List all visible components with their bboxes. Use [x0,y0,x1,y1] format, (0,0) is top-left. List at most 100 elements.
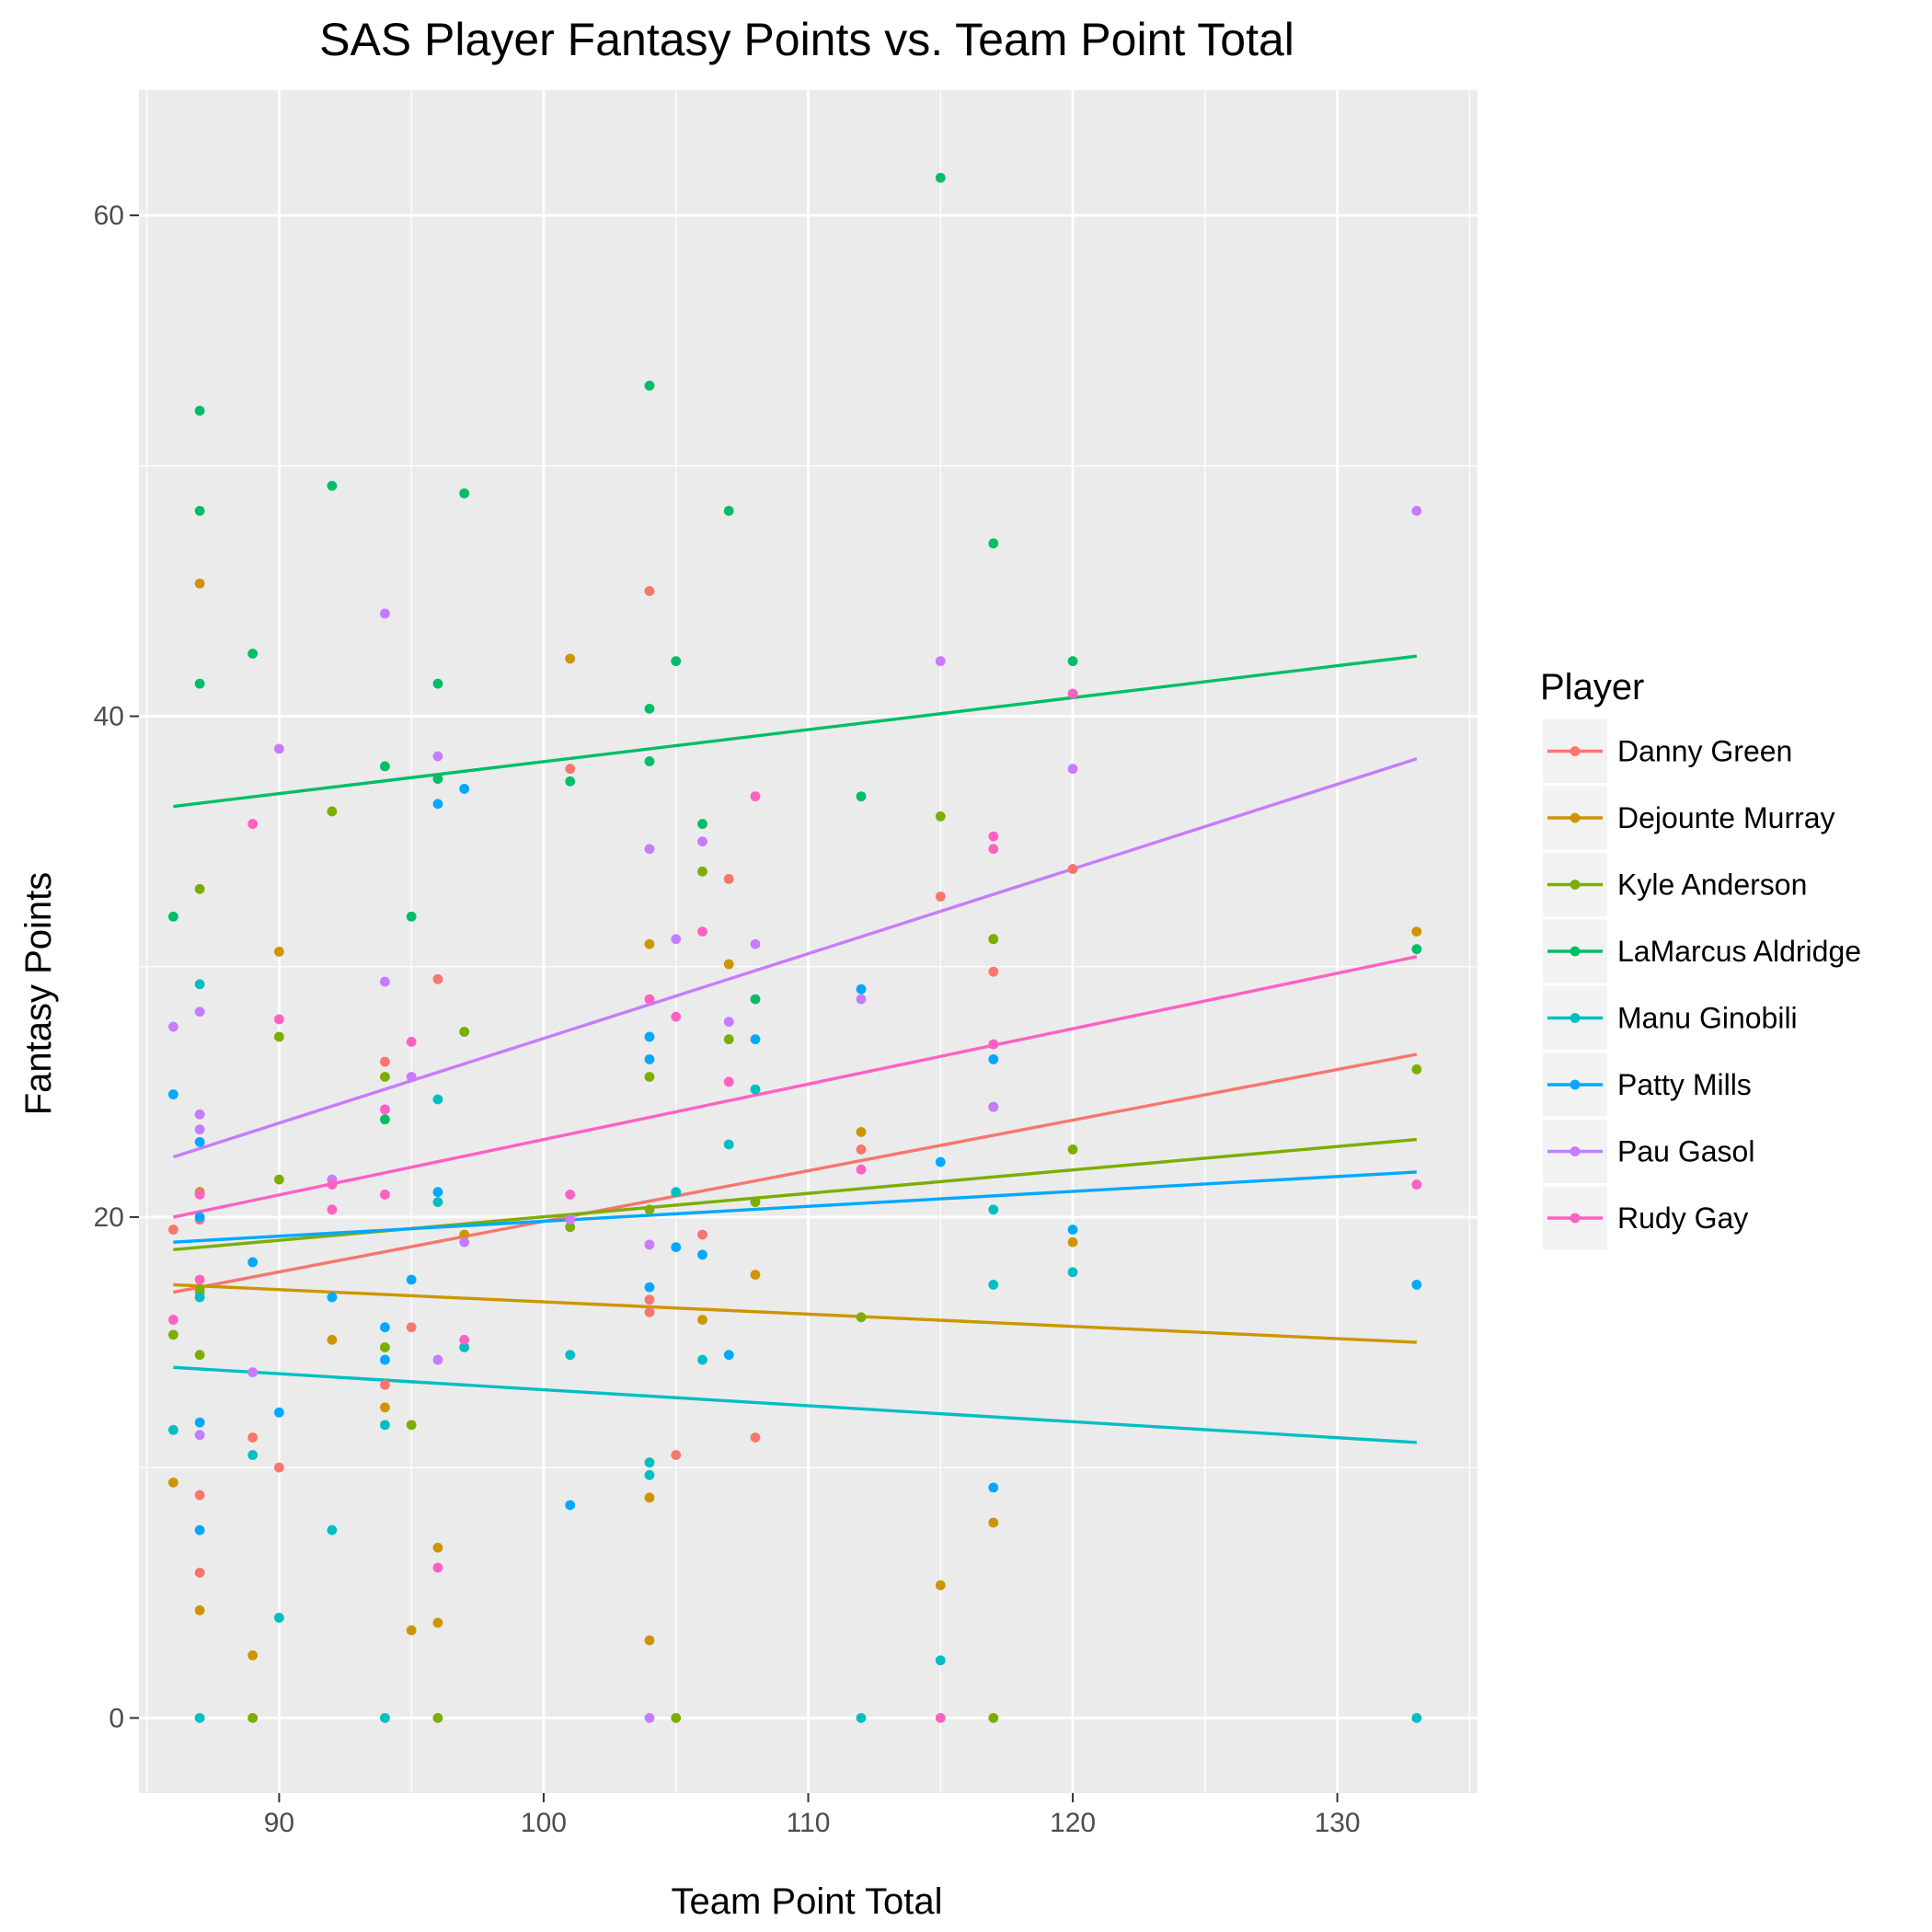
data-point-lamarcus-aldridge [167,911,178,922]
data-point-rudy-gay [380,1104,390,1115]
data-point-lamarcus-aldridge [194,406,205,416]
data-point-patty-mills [167,1089,178,1099]
data-point-dejounte-murray [644,1635,655,1646]
data-point-pau-gasol [406,1072,417,1082]
data-point-pau-gasol [935,656,946,667]
data-point-lamarcus-aldridge [380,1114,390,1125]
data-point-manu-ginobili [671,1187,682,1198]
legend-label-patty-mills: Patty Mills [1617,1068,1752,1101]
data-point-rudy-gay [380,1190,390,1200]
data-point-patty-mills [327,1292,338,1303]
data-point-pau-gasol [194,1109,205,1120]
legend-key-point-lamarcus-aldridge [1570,946,1581,957]
trend-line-pau-gasol [172,757,1418,1159]
data-point-manu-ginobili [380,1420,390,1431]
data-point-kyle-anderson [459,1027,470,1037]
data-point-rudy-gay [750,791,761,802]
data-point-pau-gasol [1067,764,1078,775]
data-point-dejounte-murray [459,1229,470,1240]
data-point-dejounte-murray [167,1478,178,1488]
data-point-dejounte-murray [380,1402,390,1413]
data-point-dejounte-murray [565,653,576,664]
data-point-manu-ginobili [935,1655,946,1666]
data-point-pau-gasol [432,1354,443,1365]
data-point-patty-mills [194,1524,205,1535]
data-point-patty-mills [723,1350,734,1361]
data-point-patty-mills [988,1054,999,1064]
data-point-rudy-gay [459,1334,470,1345]
legend-label-rudy-gay: Rudy Gay [1617,1202,1748,1235]
data-point-pau-gasol [247,1367,259,1378]
data-point-kyle-anderson [671,1712,682,1723]
data-point-lamarcus-aldridge [194,505,205,516]
data-point-patty-mills [750,1034,761,1045]
data-point-rudy-gay [935,1712,946,1723]
data-point-manu-ginobili [1067,1267,1078,1278]
data-point-patty-mills [380,1322,390,1333]
data-point-pau-gasol [459,1236,470,1248]
data-point-lamarcus-aldridge [697,819,707,829]
data-point-rudy-gay [644,994,655,1005]
data-point-kyle-anderson [856,1312,867,1323]
data-point-rudy-gay [671,1011,682,1022]
data-point-patty-mills [1411,1280,1422,1290]
y-tick-label: 20 [94,1202,124,1233]
legend-key-point-rudy-gay [1570,1213,1581,1224]
data-point-patty-mills [1067,1225,1078,1235]
data-point-manu-ginobili [194,1712,205,1723]
x-tick-label: 120 [1050,1808,1096,1838]
data-point-danny-green [856,1144,867,1155]
y-axis: 0 20 40 60 [94,201,139,1733]
data-point-danny-green [274,1462,284,1473]
data-point-pau-gasol [644,1239,655,1250]
data-point-kyle-anderson [723,1034,734,1045]
data-point-lamarcus-aldridge [327,480,338,491]
data-point-dejounte-murray [988,1517,999,1528]
data-point-manu-ginobili [459,1342,470,1352]
data-point-rudy-gay [565,1190,576,1200]
data-point-kyle-anderson [988,1712,999,1723]
chart-title: SAS Player Fantasy Points vs. Team Point… [319,14,1294,65]
data-point-kyle-anderson [406,1420,417,1431]
data-point-rudy-gay [856,1164,867,1175]
data-point-lamarcus-aldridge [856,791,867,802]
data-point-dejounte-murray [1067,1236,1078,1248]
data-point-kyle-anderson [750,1197,761,1207]
data-point-danny-green [723,874,734,884]
legend-title: Player [1540,667,1644,707]
data-point-rudy-gay [327,1179,338,1190]
data-point-danny-green [380,1379,390,1390]
data-point-danny-green [406,1322,417,1333]
data-point-pau-gasol [194,1124,205,1135]
data-point-manu-ginobili [1411,1712,1422,1723]
data-point-patty-mills [274,1407,284,1418]
data-point-pau-gasol [565,1214,576,1225]
data-point-kyle-anderson [194,1350,205,1361]
data-point-rudy-gay [274,1014,284,1025]
trend-line-danny-green [173,1052,1418,1294]
data-point-rudy-gay [988,831,999,842]
data-point-danny-green [1067,864,1078,874]
data-point-dejounte-murray [194,1604,205,1616]
data-point-kyle-anderson [432,1712,443,1723]
data-point-pau-gasol [644,1712,655,1723]
data-point-patty-mills [194,1136,205,1147]
data-point-dejounte-murray [644,1492,655,1503]
data-point-patty-mills [644,1282,655,1293]
y-axis-title: Fantasy Points [18,872,59,1116]
x-tick-label: 90 [264,1808,294,1838]
data-point-rudy-gay [406,1036,417,1047]
x-axis: 90 100 110 120 130 [264,1793,1361,1838]
data-point-kyle-anderson [988,934,999,945]
trend-line-manu-ginobili [173,1365,1417,1444]
data-point-patty-mills [697,1249,707,1260]
legend-label-danny-green: Danny Green [1617,735,1792,768]
data-point-pau-gasol [194,1430,205,1441]
data-point-rudy-gay [1411,1179,1422,1190]
data-point-lamarcus-aldridge [935,172,946,183]
data-point-patty-mills [380,1354,390,1365]
data-point-dejounte-murray [750,1270,761,1280]
data-point-lamarcus-aldridge [1067,656,1078,667]
data-point-rudy-gay [723,1076,734,1087]
data-point-lamarcus-aldridge [671,656,682,667]
